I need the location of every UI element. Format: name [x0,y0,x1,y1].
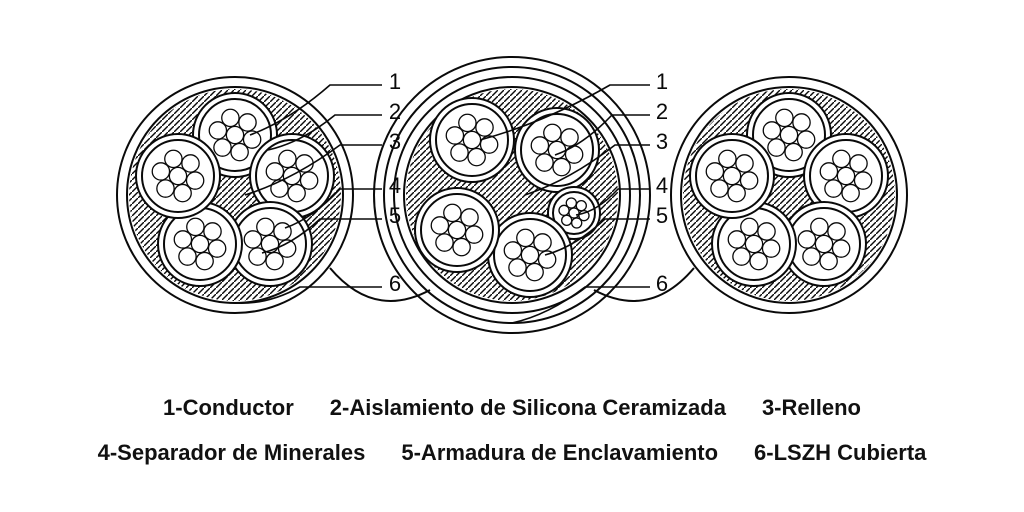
legend-item: 5-Armadura de Enclavamiento [401,440,718,466]
svg-text:5: 5 [656,203,668,228]
svg-text:3: 3 [656,129,668,154]
svg-text:5: 5 [389,203,401,228]
legend-row-2: 4-Separador de Minerales 5-Armadura de En… [0,440,1024,466]
legend-item: 2-Aislamiento de Silicona Ceramizada [330,395,726,421]
cable-diagram: 1 2 3 4 5 6 1 2 3 4 5 6 [0,0,1024,512]
svg-text:3: 3 [389,129,401,154]
legend-item: 1-Conductor [163,395,294,421]
svg-text:6: 6 [389,271,401,296]
svg-text:2: 2 [656,99,668,124]
legend-item: 3-Relleno [762,395,861,421]
svg-text:2: 2 [389,99,401,124]
legend-item: 6-LSZH Cubierta [754,440,926,466]
svg-text:1: 1 [389,69,401,94]
legend-row-1: 1-Conductor 2-Aislamiento de Silicona Cer… [0,395,1024,421]
svg-text:1: 1 [656,69,668,94]
svg-text:6: 6 [656,271,668,296]
svg-text:4: 4 [656,173,668,198]
svg-text:4: 4 [389,173,401,198]
legend-item: 4-Separador de Minerales [98,440,366,466]
